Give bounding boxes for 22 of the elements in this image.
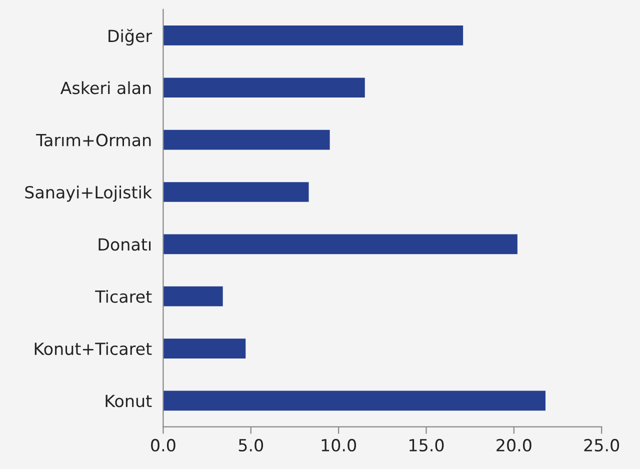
x-tick-label: 0.0: [151, 438, 176, 452]
bar: [163, 338, 246, 358]
bar: [163, 26, 464, 46]
bar: [163, 286, 223, 306]
y-tick-label: Tarım+Orman: [36, 134, 151, 146]
x-tick-label: 5.0: [238, 438, 264, 452]
y-tick-label: Konut+Ticaret: [34, 342, 152, 356]
y-tick-label: Diğer: [108, 28, 152, 46]
x-tick-label: 10.0: [322, 438, 356, 452]
bar: [163, 78, 365, 98]
bar: [163, 390, 546, 411]
y-tick-label: Askeri alan: [60, 81, 151, 94]
y-tick-label: Sanayi+Lojistik: [25, 186, 152, 202]
y-tick-label: Ticaret: [95, 290, 152, 303]
x-tick-label: 15.0: [410, 438, 444, 452]
bar: [163, 130, 330, 150]
x-tick-label: 20.0: [496, 438, 532, 452]
y-tick-label: Donatı: [98, 238, 151, 251]
x-tick-label: 25.0: [584, 438, 620, 452]
y-tick-label: Konut: [106, 394, 152, 408]
bar: [163, 234, 518, 254]
bar: [163, 182, 309, 202]
